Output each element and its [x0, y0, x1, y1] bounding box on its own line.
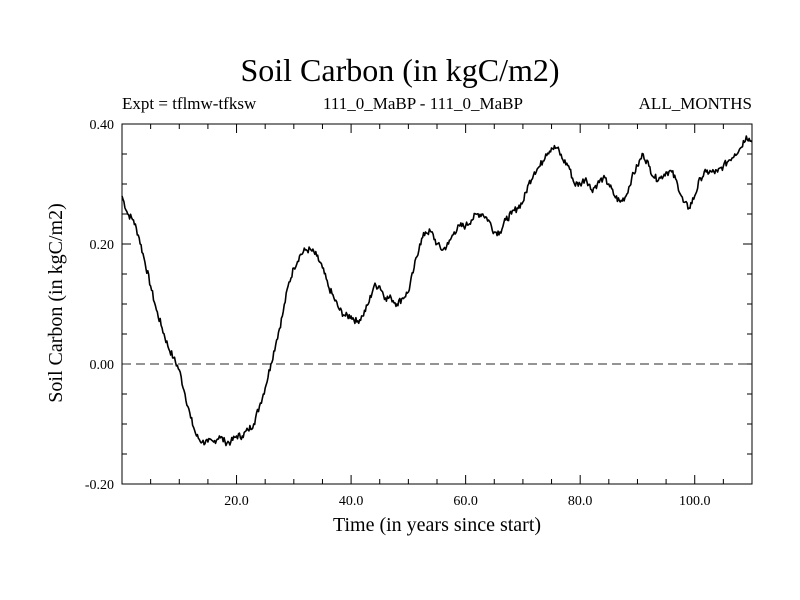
- y-tick-label: 0.40: [90, 118, 115, 133]
- x-axis-label: Time (in years since start): [333, 514, 541, 536]
- y-axis-label: Soil Carbon (in kgC/m2): [45, 203, 67, 402]
- x-tick-label: 20.0: [224, 494, 249, 509]
- experiment-label: Expt = tflmw-tfksw: [122, 94, 257, 113]
- axis-ticks: [122, 123, 752, 485]
- x-tick-label: 80.0: [568, 494, 593, 509]
- runs-label: 111_0_MaBP - 111_0_MaBP: [323, 94, 523, 113]
- period-label: ALL_MONTHS: [638, 94, 752, 113]
- series-line-tflmw-tfksw: [121, 135, 753, 447]
- chart-title: Soil Carbon (in kgC/m2): [240, 52, 560, 88]
- tick-labels: 20.0 40.0 60.0 80.0 100.0 -0.20 0.00 0.20 0.40: [85, 118, 711, 509]
- x-tick-label: 60.0: [453, 494, 478, 509]
- y-tick-label: 0.20: [90, 238, 115, 253]
- y-tick-label: -0.20: [85, 478, 114, 493]
- data-marks: [121, 135, 753, 447]
- x-tick-label: 100.0: [679, 494, 711, 509]
- x-tick-label: 40.0: [339, 494, 364, 509]
- plot-frame: [121, 123, 753, 485]
- y-tick-label: 0.00: [90, 358, 115, 373]
